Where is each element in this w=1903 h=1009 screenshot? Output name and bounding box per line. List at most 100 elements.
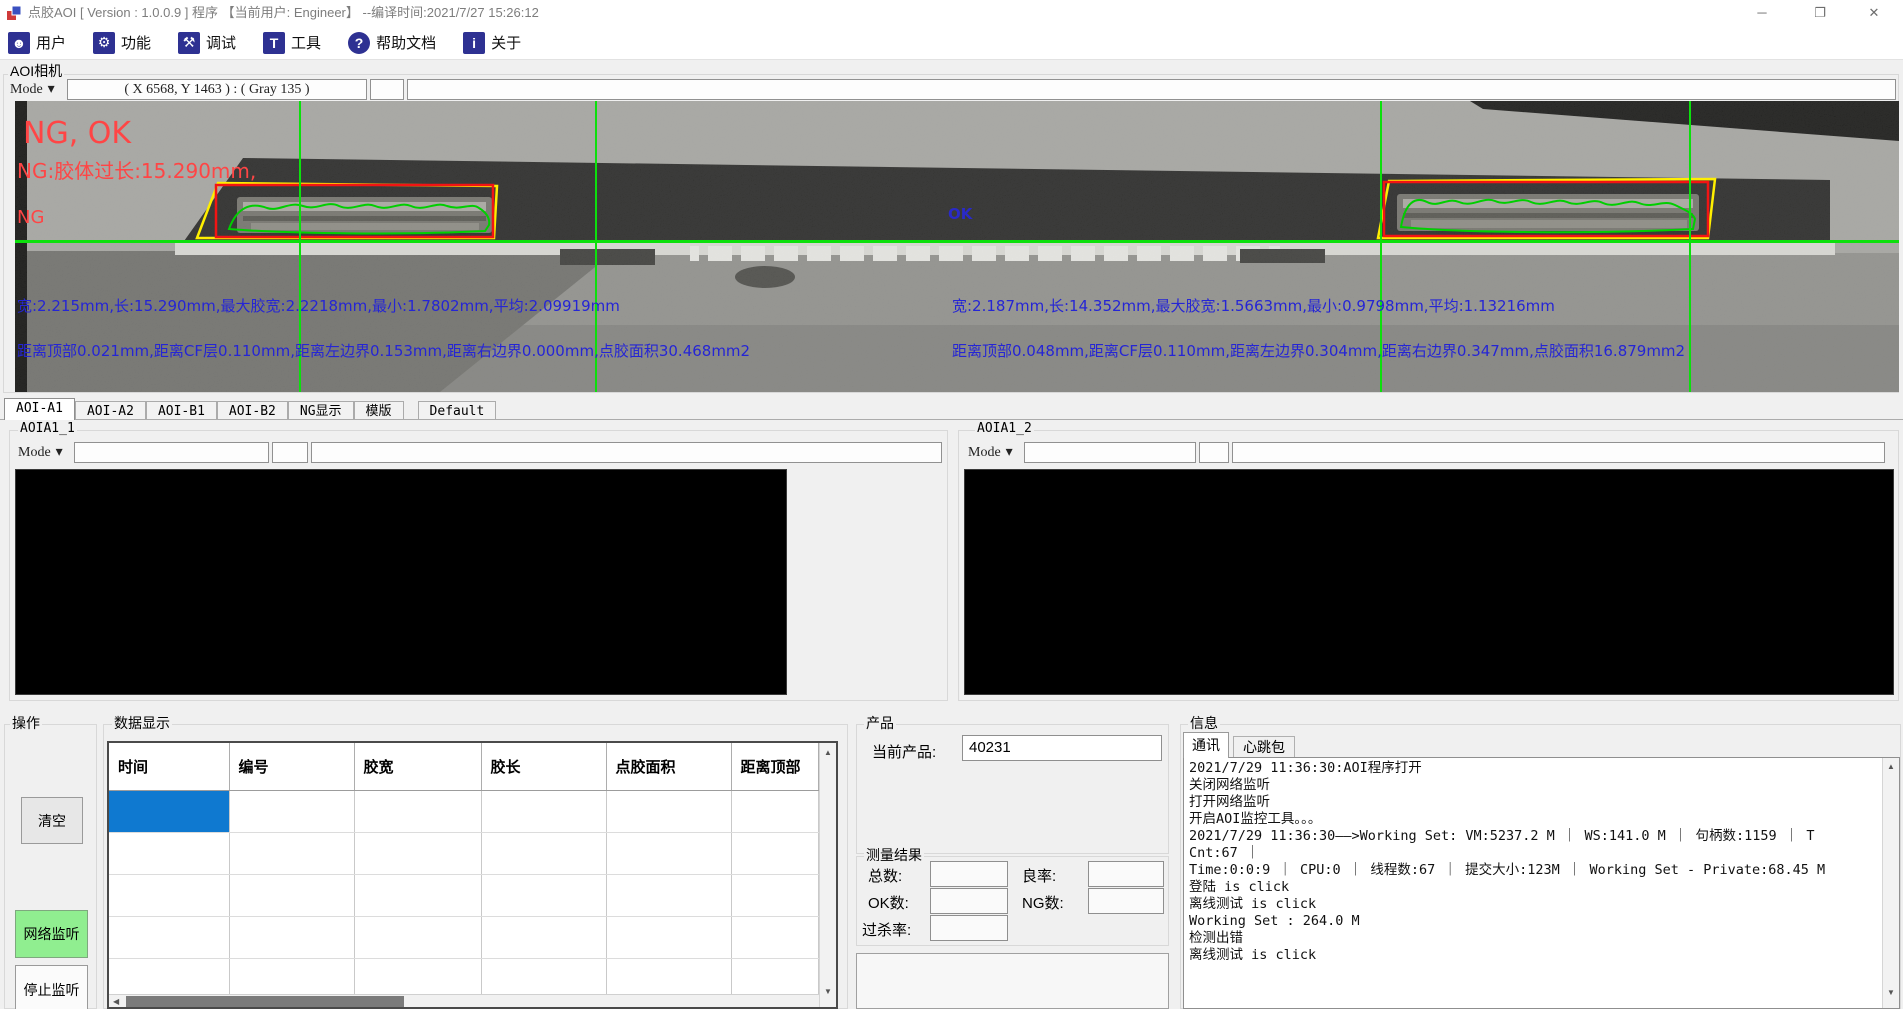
tab-aoi-b2[interactable]: AOI-B2 bbox=[216, 401, 288, 420]
scroll-up-icon[interactable]: ▲ bbox=[1887, 762, 1895, 771]
camera-status-field[interactable] bbox=[407, 79, 1896, 100]
aoia1-1-field-1[interactable] bbox=[74, 442, 269, 463]
table-cell[interactable] bbox=[481, 832, 607, 875]
tab-aoi-b1[interactable]: AOI-B1 bbox=[145, 401, 217, 420]
total-value-field[interactable] bbox=[930, 861, 1008, 887]
camera-mode-dropdown[interactable]: Mode ▾ bbox=[10, 81, 55, 98]
data-table[interactable]: 时间 编号 胶宽 胶长 点胶面积 距离顶部 bbox=[109, 743, 819, 1007]
tab-aoi-a2[interactable]: AOI-A2 bbox=[74, 401, 146, 420]
stop-listen-button[interactable]: 停止监听 bbox=[15, 965, 88, 1009]
table-cell[interactable] bbox=[481, 958, 607, 1001]
table-row[interactable] bbox=[109, 874, 819, 917]
aoia1-2-field-3[interactable] bbox=[1232, 442, 1885, 463]
ok-label-text: OK bbox=[948, 205, 974, 223]
table-cell[interactable] bbox=[354, 874, 482, 917]
clear-button[interactable]: 清空 bbox=[21, 797, 83, 844]
aoia1-1-field-3[interactable] bbox=[311, 442, 942, 463]
table-cell[interactable] bbox=[354, 916, 482, 959]
menu-item-about[interactable]: i 关于 bbox=[463, 31, 521, 54]
menu-item-functions[interactable]: ⚙ 功能 bbox=[93, 31, 151, 54]
table-vertical-scrollbar[interactable]: ▲ ▼ bbox=[819, 743, 836, 1007]
table-cell[interactable] bbox=[606, 874, 732, 917]
table-cell[interactable] bbox=[229, 874, 355, 917]
help-icon: ? bbox=[348, 31, 371, 54]
tab-aoi-a1[interactable]: AOI-A1 bbox=[4, 398, 75, 420]
menu-item-tools[interactable]: T 工具 bbox=[263, 31, 321, 54]
tab-ng-display[interactable]: NG显示 bbox=[287, 401, 354, 420]
table-cell[interactable] bbox=[229, 958, 355, 1001]
hscroll-thumb[interactable] bbox=[126, 996, 404, 1007]
table-row[interactable] bbox=[109, 958, 819, 1001]
menu-item-debug[interactable]: ⚒ 调试 bbox=[178, 31, 236, 54]
camera-image-view[interactable]: NG, OK NG:胶体过长:15.290mm, NG OK 宽:2.215mm… bbox=[15, 101, 1899, 392]
table-cell[interactable] bbox=[109, 874, 230, 917]
tab-default[interactable]: Default bbox=[417, 401, 497, 420]
table-cell[interactable] bbox=[109, 790, 230, 833]
result-text: NG, OK bbox=[23, 116, 132, 151]
aoia1-2-label: AOIA1_2 bbox=[975, 421, 1034, 436]
aoia1-1-mode-dropdown[interactable]: Mode ▾ bbox=[18, 444, 63, 461]
aoia1-2-field-1[interactable] bbox=[1024, 442, 1196, 463]
scroll-down-icon[interactable]: ▼ bbox=[1887, 988, 1895, 997]
aoia1-2-field-2[interactable] bbox=[1199, 442, 1229, 463]
aoia1-2-mode-dropdown[interactable]: Mode ▾ bbox=[968, 444, 1013, 461]
table-cell[interactable] bbox=[229, 832, 355, 875]
table-cell[interactable] bbox=[354, 832, 482, 875]
col-id[interactable]: 编号 bbox=[229, 743, 355, 791]
table-cell[interactable] bbox=[109, 832, 230, 875]
table-cell[interactable] bbox=[731, 874, 819, 917]
user-icon: ☻ bbox=[8, 31, 30, 54]
table-row[interactable] bbox=[109, 790, 819, 833]
tab-comms[interactable]: 通讯 bbox=[1183, 732, 1229, 758]
col-glue-length[interactable]: 胶长 bbox=[481, 743, 607, 791]
col-glue-area[interactable]: 点胶面积 bbox=[606, 743, 732, 791]
table-cell[interactable] bbox=[229, 790, 355, 833]
aoia1-1-image-view[interactable] bbox=[15, 469, 787, 695]
aoia1-1-field-2[interactable] bbox=[272, 442, 308, 463]
table-cell[interactable] bbox=[731, 790, 819, 833]
close-button[interactable]: ✕ bbox=[1868, 5, 1880, 20]
network-listen-button[interactable]: 网络监听 bbox=[15, 910, 88, 958]
col-dist-top[interactable]: 距离顶部 bbox=[731, 743, 819, 791]
ng-count-field[interactable] bbox=[1088, 888, 1164, 914]
aoia1-2-image-view[interactable] bbox=[964, 469, 1894, 695]
col-glue-width[interactable]: 胶宽 bbox=[354, 743, 482, 791]
col-time[interactable]: 时间 bbox=[109, 743, 230, 791]
product-groupbox bbox=[856, 724, 1169, 854]
scroll-left-icon[interactable]: ◀ bbox=[113, 997, 120, 1006]
tab-heartbeat[interactable]: 心跳包 bbox=[1233, 736, 1295, 757]
table-cell[interactable] bbox=[606, 832, 732, 875]
yield-value-field[interactable] bbox=[1088, 861, 1164, 887]
table-row[interactable] bbox=[109, 832, 819, 875]
table-row[interactable] bbox=[109, 916, 819, 959]
table-cell[interactable] bbox=[481, 790, 607, 833]
table-cell[interactable] bbox=[354, 790, 482, 833]
table-cell[interactable] bbox=[109, 916, 230, 959]
menu-item-help[interactable]: ? 帮助文档 bbox=[348, 31, 436, 54]
table-cell[interactable] bbox=[229, 916, 355, 959]
current-product-input[interactable]: 40231 bbox=[962, 735, 1162, 761]
ok-count-field[interactable] bbox=[930, 888, 1008, 914]
total-label: 总数: bbox=[868, 868, 903, 885]
table-cell[interactable] bbox=[606, 916, 732, 959]
table-cell[interactable] bbox=[109, 958, 230, 1001]
maximize-button[interactable]: ❐ bbox=[1814, 5, 1826, 20]
scroll-up-icon[interactable]: ▲ bbox=[824, 748, 832, 757]
table-cell[interactable] bbox=[481, 916, 607, 959]
table-horizontal-scrollbar[interactable]: ◀ bbox=[109, 994, 819, 1007]
table-cell[interactable] bbox=[606, 790, 732, 833]
table-cell[interactable] bbox=[731, 832, 819, 875]
results-group-label: 测量结果 bbox=[864, 845, 924, 865]
table-cell[interactable] bbox=[731, 916, 819, 959]
scroll-down-icon[interactable]: ▼ bbox=[824, 987, 832, 996]
chevron-down-icon: ▾ bbox=[47, 82, 55, 97]
camera-small-field[interactable] bbox=[370, 79, 404, 100]
table-cell[interactable] bbox=[481, 874, 607, 917]
tab-template[interactable]: 模版 bbox=[353, 401, 404, 420]
log-scrollbar[interactable]: ▲ ▼ bbox=[1882, 758, 1899, 1008]
tabstrip-baseline bbox=[0, 419, 1903, 420]
log-box[interactable]: 2021/7/29 11:36:30:AOI程序打开 关闭网络监听 打开网络监听… bbox=[1183, 757, 1900, 1009]
menu-item-user[interactable]: ☻ 用户 bbox=[8, 31, 66, 54]
overkill-field[interactable] bbox=[930, 915, 1008, 941]
minimize-button[interactable]: ─ bbox=[1757, 5, 1767, 20]
